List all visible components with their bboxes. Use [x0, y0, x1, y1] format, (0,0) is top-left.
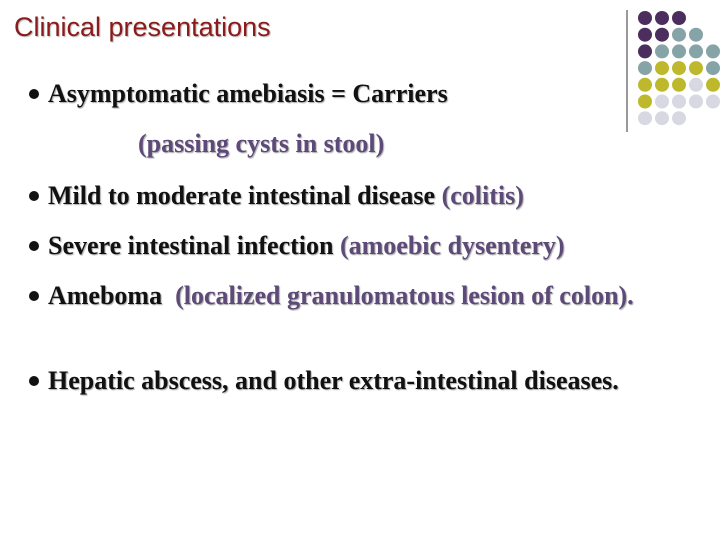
bullet-dot	[29, 89, 39, 99]
decor-dot	[672, 94, 686, 109]
decor-dot	[638, 27, 652, 42]
bullet-note: (localized granulomatous lesion of colon…	[175, 281, 634, 310]
bullet-item: Severe intestinal infection (amoebic dys…	[29, 228, 698, 264]
decor-dot	[655, 94, 669, 109]
bullet-dot	[29, 191, 39, 201]
bullet-text: Asymptomatic amebiasis = Carriers	[48, 79, 448, 108]
decor-dot	[689, 94, 703, 109]
decor-dot	[672, 77, 686, 92]
decor-dot	[672, 44, 686, 59]
bullet-text: Hepatic abscess, and other extra-intesti…	[48, 366, 619, 395]
decor-dot	[655, 27, 669, 42]
decor-dot	[655, 77, 669, 92]
bullet-item: Asymptomatic amebiasis = Carriers (passin…	[29, 76, 698, 162]
bullet-text: Severe intestinal infection	[48, 231, 334, 260]
bullet-item: Ameboma (localized granulomatous lesion …	[29, 278, 698, 314]
decor-dot	[638, 77, 652, 92]
bullet-note: (colitis)	[441, 181, 524, 210]
decor-dot	[689, 77, 703, 92]
decor-dot	[655, 44, 669, 59]
bullet-text: Ameboma	[48, 281, 163, 310]
decor-dot	[638, 44, 652, 59]
decor-dot	[672, 61, 686, 76]
decor-dot	[706, 77, 720, 92]
decor-dot	[655, 11, 669, 25]
decor-dot	[689, 44, 703, 59]
decor-dot	[638, 94, 652, 109]
decor-dot	[706, 61, 720, 76]
decoration	[626, 10, 720, 132]
decor-dot	[655, 61, 669, 76]
decor-dot	[672, 111, 686, 126]
bullet-dot	[29, 376, 39, 386]
decor-dot	[638, 111, 652, 126]
bullet-note: (amoebic dysentery)	[339, 231, 565, 260]
decor-dot	[689, 27, 703, 42]
decor-dot	[689, 61, 703, 76]
decor-dot	[706, 94, 720, 109]
bullet-dot	[29, 241, 39, 251]
decor-dot	[655, 111, 669, 126]
decor-dot	[706, 44, 720, 59]
slide-title: Clinical presentations	[14, 12, 271, 42]
decor-dot	[638, 11, 652, 25]
decor-dot	[638, 61, 652, 76]
decor-dot	[672, 11, 686, 25]
bullet-item: Mild to moderate intestinal disease (col…	[29, 178, 698, 214]
bullet-note: (passing cysts in stool)	[138, 129, 385, 158]
bullet-dot	[29, 291, 39, 301]
bullet-item: Hepatic abscess, and other extra-intesti…	[29, 363, 698, 399]
decor-dot	[672, 27, 686, 42]
bullet-text: Mild to moderate intestinal disease	[48, 181, 436, 210]
